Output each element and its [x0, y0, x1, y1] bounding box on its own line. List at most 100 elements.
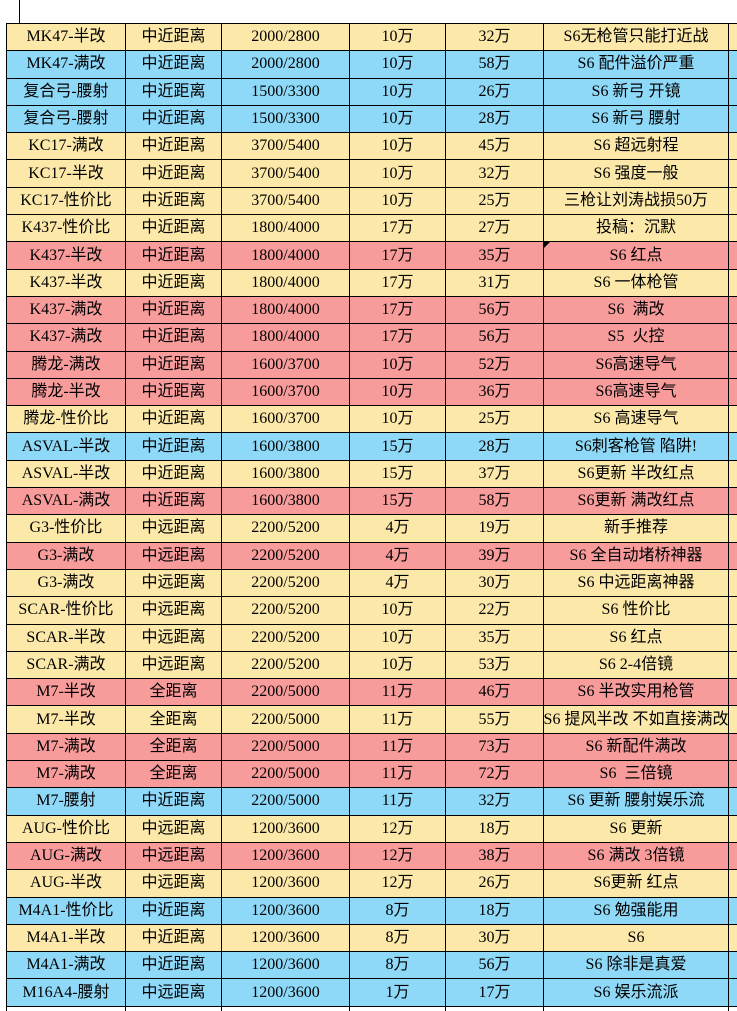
cell-base-price[interactable]: 10万 — [350, 406, 446, 434]
cell-weapon[interactable]: K437-性价比 — [7, 215, 126, 243]
cell-note[interactable]: S6 新弓 开镜 — [544, 78, 729, 106]
cell-overflow[interactable] — [729, 406, 737, 434]
cell-base-price[interactable]: 12万 — [350, 815, 446, 843]
cell-base-price[interactable]: 11万 — [350, 679, 446, 707]
cell-range[interactable]: 中远距离 — [126, 842, 222, 871]
cell-stats[interactable]: 1600/3800 — [222, 460, 350, 489]
cell-note[interactable]: S6 半改实用枪管 — [544, 679, 729, 707]
cell-overflow[interactable] — [729, 542, 737, 570]
cell-range[interactable]: 中近距离 — [126, 215, 222, 243]
cell-full-price[interactable]: 35万 — [446, 242, 544, 270]
cell-note[interactable]: S6 高速导气 — [544, 406, 729, 434]
cell-range[interactable]: 中近距离 — [126, 105, 222, 134]
cell-note[interactable]: S6 一体枪管 — [544, 269, 729, 297]
cell-stats[interactable]: 1200/3600 — [222, 870, 350, 898]
cell-note[interactable]: S6 新配件满改 — [544, 733, 729, 762]
cell-stats[interactable]: 3700/5400 — [222, 160, 350, 188]
cell-note[interactable]: S6更新 满改红点 — [544, 488, 729, 516]
cell-base-price[interactable]: 10万 — [350, 51, 446, 79]
cell-stats[interactable]: 1200/3600 — [222, 842, 350, 871]
cell-weapon[interactable]: 复合弓-腰射 — [7, 105, 126, 134]
cell-note[interactable]: S6无枪管只能打近战 — [544, 24, 729, 52]
cell-stats[interactable]: 1600/3800 — [222, 433, 350, 461]
cell-stats[interactable]: 1500/3300 — [222, 78, 350, 106]
cell-full-price[interactable]: 55万 — [446, 706, 544, 734]
cell-full-price[interactable]: 26万 — [446, 78, 544, 106]
cell-range[interactable]: 中近距离 — [126, 324, 222, 352]
cell-note[interactable]: S6更新 红点 — [544, 870, 729, 898]
cell-stats[interactable]: 1800/4000 — [222, 269, 350, 297]
cell-note[interactable]: S6 红点 — [544, 624, 729, 652]
cell-weapon[interactable]: K437-满改 — [7, 324, 126, 352]
cell-weapon[interactable]: K437-满改 — [7, 296, 126, 325]
cell-empty[interactable] — [544, 1006, 729, 1011]
cell-weapon[interactable]: ASVAL-半改 — [7, 460, 126, 489]
cell-base-price[interactable]: 17万 — [350, 324, 446, 352]
cell-overflow[interactable] — [729, 624, 737, 652]
cell-stats[interactable]: 1200/3600 — [222, 897, 350, 925]
cell-overflow[interactable] — [729, 870, 737, 898]
cell-weapon[interactable]: SCAR-性价比 — [7, 597, 126, 625]
cell-empty[interactable] — [350, 1006, 446, 1011]
cell-empty[interactable] — [729, 1006, 737, 1011]
cell-stats[interactable]: 2000/2800 — [222, 51, 350, 79]
cell-base-price[interactable]: 17万 — [350, 242, 446, 270]
cell-range[interactable]: 中远距离 — [126, 979, 222, 1007]
cell-full-price[interactable]: 22万 — [446, 597, 544, 625]
cell-base-price[interactable]: 11万 — [350, 706, 446, 734]
cell-stats[interactable]: 2200/5200 — [222, 569, 350, 598]
cell-weapon[interactable]: KC17-满改 — [7, 133, 126, 161]
cell-weapon[interactable]: 腾龙-性价比 — [7, 406, 126, 434]
cell-note[interactable]: S6 提风半改 不如直接满改 — [544, 706, 729, 734]
cell-base-price[interactable]: 8万 — [350, 897, 446, 925]
cell-stats[interactable]: 1200/3600 — [222, 815, 350, 843]
cell-base-price[interactable]: 11万 — [350, 788, 446, 816]
cell-overflow[interactable] — [729, 378, 737, 407]
cell-overflow[interactable] — [729, 242, 737, 270]
cell-base-price[interactable]: 4万 — [350, 542, 446, 570]
cell-note[interactable]: 三枪让刘涛战损50万 — [544, 187, 729, 216]
cell-weapon[interactable]: AUG-性价比 — [7, 815, 126, 843]
cell-stats[interactable]: 1500/3300 — [222, 105, 350, 134]
cell-overflow[interactable] — [729, 160, 737, 188]
cell-base-price[interactable]: 11万 — [350, 733, 446, 762]
cell-full-price[interactable]: 37万 — [446, 460, 544, 489]
cell-full-price[interactable]: 73万 — [446, 733, 544, 762]
cell-note[interactable]: S6刺客枪管 陷阱! — [544, 433, 729, 461]
cell-note[interactable]: S6高速导气 — [544, 351, 729, 379]
cell-range[interactable]: 全距离 — [126, 733, 222, 762]
cell-note[interactable]: S6 全自动堵桥神器 — [544, 542, 729, 570]
cell-note[interactable]: S6 配件溢价严重 — [544, 51, 729, 79]
cell-stats[interactable]: 3700/5400 — [222, 187, 350, 216]
cell-weapon[interactable]: KC17-半改 — [7, 160, 126, 188]
cell-note[interactable]: S6 超远射程 — [544, 133, 729, 161]
cell-weapon[interactable]: ASVAL-满改 — [7, 488, 126, 516]
cell-overflow[interactable] — [729, 515, 737, 543]
cell-full-price[interactable]: 17万 — [446, 979, 544, 1007]
cell-overflow[interactable] — [729, 679, 737, 707]
cell-weapon[interactable]: M7-半改 — [7, 679, 126, 707]
cell-overflow[interactable] — [729, 351, 737, 379]
cell-stats[interactable]: 2200/5200 — [222, 542, 350, 570]
cell-full-price[interactable]: 58万 — [446, 51, 544, 79]
cell-overflow[interactable] — [729, 24, 737, 52]
cell-range[interactable]: 中近距离 — [126, 242, 222, 270]
cell-range[interactable]: 中远距离 — [126, 815, 222, 843]
cell-overflow[interactable] — [729, 215, 737, 243]
cell-base-price[interactable]: 15万 — [350, 433, 446, 461]
cell-range[interactable]: 中近距离 — [126, 160, 222, 188]
cell-weapon[interactable]: AUG-满改 — [7, 842, 126, 871]
cell-overflow[interactable] — [729, 51, 737, 79]
cell-range[interactable]: 全距离 — [126, 679, 222, 707]
cell-base-price[interactable]: 17万 — [350, 296, 446, 325]
cell-stats[interactable]: 2000/2800 — [222, 24, 350, 52]
cell-range[interactable]: 全距离 — [126, 706, 222, 734]
cell-full-price[interactable]: 39万 — [446, 542, 544, 570]
cell-overflow[interactable] — [729, 133, 737, 161]
cell-weapon[interactable]: M4A1-满改 — [7, 952, 126, 980]
cell-note[interactable]: S6 满改 3倍镜 — [544, 842, 729, 871]
cell-range[interactable]: 中近距离 — [126, 378, 222, 407]
cell-base-price[interactable]: 15万 — [350, 460, 446, 489]
cell-stats[interactable]: 2200/5000 — [222, 706, 350, 734]
cell-base-price[interactable]: 10万 — [350, 187, 446, 216]
